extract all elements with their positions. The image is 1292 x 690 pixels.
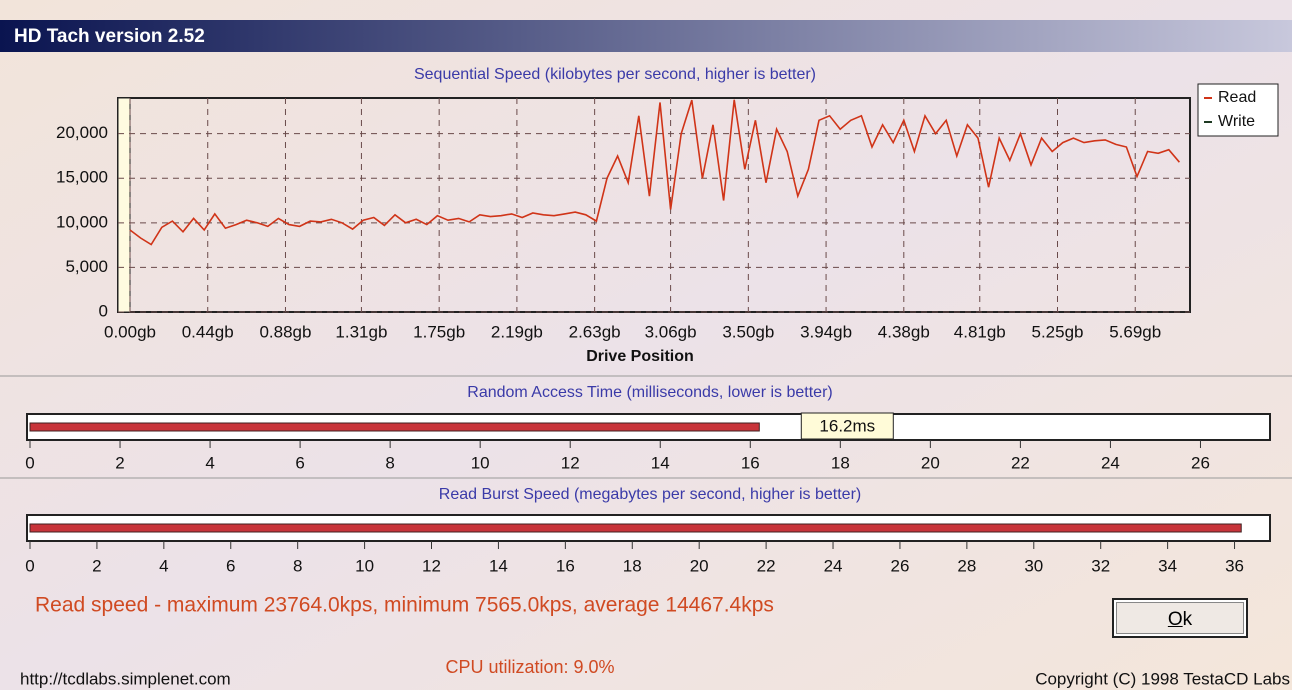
stats-text: Read speed - maximum 23764.0kps, minimum… — [35, 594, 774, 617]
x-tick-label: 24 — [824, 556, 843, 575]
copyright-text: Copyright (C) 1998 TestaCD Labs — [1035, 669, 1290, 688]
x-tick-label: 24 — [1101, 453, 1120, 472]
x-tick-label: 18 — [831, 453, 850, 472]
x-tick-label: 20 — [921, 453, 940, 472]
url-text: http://tcdlabs.simplenet.com — [20, 669, 231, 688]
x-tick-label: 8 — [385, 453, 394, 472]
x-tick-label: 4.81gb — [954, 322, 1006, 341]
x-tick-label: 4 — [159, 556, 168, 575]
cpu-text: CPU utilization: 9.0% — [445, 657, 614, 677]
plot-strip — [118, 98, 130, 312]
x-tick-label: 5.25gb — [1032, 322, 1084, 341]
x-tick-label: 3.94gb — [800, 322, 852, 341]
x-tick-label: 2.19gb — [491, 322, 543, 341]
x-tick-label: 10 — [471, 453, 490, 472]
x-tick-label: 22 — [757, 556, 776, 575]
chart-title: Random Access Time (milliseconds, lower … — [467, 384, 832, 401]
x-tick-label: 2.63gb — [569, 322, 621, 341]
legend-label: Read — [1218, 89, 1256, 106]
y-tick-label: 20,000 — [56, 123, 108, 142]
legend-label: Write — [1218, 113, 1255, 130]
y-tick-label: 5,000 — [65, 257, 108, 276]
x-tick-label: 4 — [205, 453, 214, 472]
x-tick-label: 0.88gb — [259, 322, 311, 341]
x-tick-label: 1.75gb — [413, 322, 465, 341]
x-axis-label: Drive Position — [586, 348, 694, 365]
bar — [30, 423, 759, 431]
x-tick-label: 0.00gb — [104, 322, 156, 341]
bar — [30, 524, 1241, 532]
y-tick-label: 10,000 — [56, 212, 108, 231]
x-tick-label: 0 — [25, 556, 34, 575]
x-tick-label: 8 — [293, 556, 302, 575]
x-tick-label: 28 — [957, 556, 976, 575]
page: HD Tach version 2.52 Sequential Speed (k… — [0, 0, 1292, 690]
y-tick-label: 15,000 — [56, 168, 108, 187]
x-tick-label: 4.38gb — [878, 322, 930, 341]
x-tick-label: 16 — [741, 453, 760, 472]
x-tick-label: 0 — [25, 453, 34, 472]
x-tick-label: 2 — [115, 453, 124, 472]
window: HD Tach version 2.52 Sequential Speed (k… — [0, 0, 1292, 690]
x-tick-label: 2 — [92, 556, 101, 575]
x-tick-label: 22 — [1011, 453, 1030, 472]
chart-title: Sequential Speed (kilobytes per second, … — [414, 66, 816, 83]
x-tick-label: 16 — [556, 556, 575, 575]
ok-button[interactable]: Ok — [1112, 598, 1248, 638]
x-tick-label: 26 — [1191, 453, 1210, 472]
x-tick-label: 12 — [422, 556, 441, 575]
background — [0, 0, 1292, 690]
value-label: 16.2ms — [819, 416, 875, 435]
x-tick-label: 3.06gb — [645, 322, 697, 341]
x-tick-label: 26 — [890, 556, 909, 575]
x-tick-label: 30 — [1024, 556, 1043, 575]
x-tick-label: 5.69gb — [1109, 322, 1161, 341]
y-tick-label: 0 — [99, 301, 108, 320]
x-tick-label: 0.44gb — [182, 322, 234, 341]
x-tick-label: 20 — [690, 556, 709, 575]
x-tick-label: 1.31gb — [335, 322, 387, 341]
x-tick-label: 3.50gb — [722, 322, 774, 341]
x-tick-label: 10 — [355, 556, 374, 575]
x-tick-label: 32 — [1091, 556, 1110, 575]
x-tick-label: 6 — [295, 453, 304, 472]
x-tick-label: 36 — [1225, 556, 1244, 575]
x-tick-label: 6 — [226, 556, 235, 575]
chart-title: Read Burst Speed (megabytes per second, … — [439, 486, 861, 503]
x-tick-label: 34 — [1158, 556, 1177, 575]
x-tick-label: 14 — [489, 556, 508, 575]
window-title: HD Tach version 2.52 — [14, 26, 205, 47]
x-tick-label: 14 — [651, 453, 670, 472]
x-tick-label: 18 — [623, 556, 642, 575]
x-tick-label: 12 — [561, 453, 580, 472]
